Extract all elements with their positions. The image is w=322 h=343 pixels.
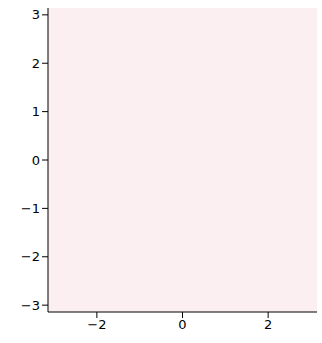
svg-text:−2: −2 [87, 317, 106, 332]
svg-text:0: 0 [32, 153, 40, 168]
svg-text:−2: −2 [21, 249, 40, 264]
svg-text:2: 2 [32, 56, 40, 71]
svg-text:1: 1 [32, 104, 40, 119]
svg-text:0: 0 [178, 317, 186, 332]
svg-text:−1: −1 [21, 201, 40, 216]
svg-text:3: 3 [32, 7, 40, 22]
svg-text:2: 2 [264, 317, 272, 332]
svg-text:−3: −3 [21, 298, 40, 313]
